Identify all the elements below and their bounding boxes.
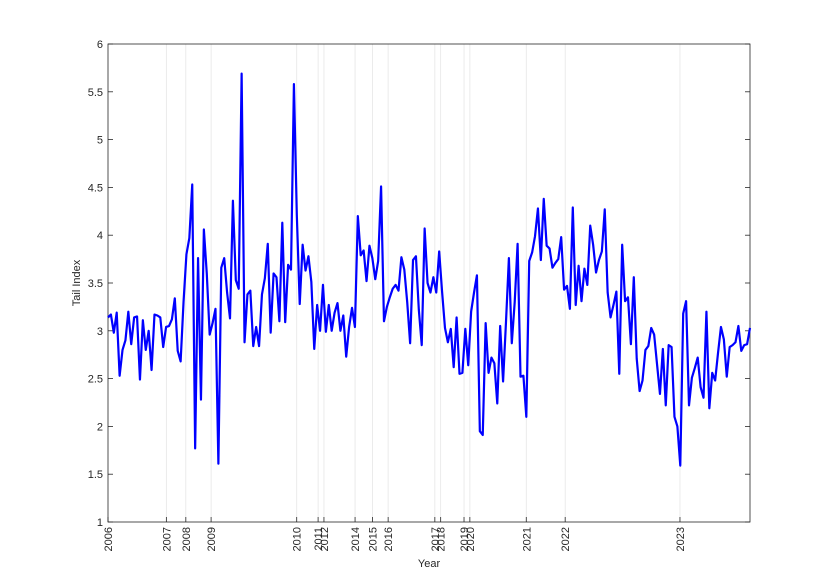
y-tick-label: 3 xyxy=(97,326,103,338)
y-tick-label: 4 xyxy=(97,230,103,242)
x-tick-label: 2022 xyxy=(560,527,572,551)
x-tick-label: 2020 xyxy=(465,527,477,551)
x-tick-label: 2010 xyxy=(292,527,304,551)
y-tick-label: 5.5 xyxy=(88,87,103,99)
x-tick-label: 2006 xyxy=(103,527,115,551)
y-tick-label: 6 xyxy=(97,39,103,51)
y-axis-label: Tail Index xyxy=(71,259,83,306)
y-axis-ticks: 1 1.5 2 2.5 3 3.5 4 4.5 5 5.5 6 xyxy=(88,39,750,529)
x-tick-label: 2012 xyxy=(319,527,331,551)
x-tick-label: 2014 xyxy=(350,527,362,551)
x-tick-label: 2017 xyxy=(430,527,442,551)
x-tick-label: 2015 xyxy=(368,527,380,551)
y-tick-label: 2 xyxy=(97,421,103,433)
vertical-gridlines xyxy=(165,44,681,522)
plot-frame xyxy=(107,43,751,523)
y-tick-label: 5 xyxy=(97,135,103,147)
y-tick-label: 2.5 xyxy=(88,374,103,386)
x-tick-label: 2009 xyxy=(206,527,218,551)
x-tick-label: 2016 xyxy=(383,527,395,551)
y-tick-label: 3.5 xyxy=(88,278,103,290)
x-tick-label: 2021 xyxy=(521,527,533,551)
tail-index-series-line xyxy=(107,72,752,467)
y-tick-label: 1 xyxy=(97,517,103,529)
x-tick-label: 2023 xyxy=(675,527,687,551)
x-axis-label: Year xyxy=(418,558,441,570)
x-tick-label: 2008 xyxy=(181,527,193,551)
x-tick-label: 2018 xyxy=(436,527,448,551)
x-tick-label: 2007 xyxy=(161,527,173,551)
x-tick-label: 2011 xyxy=(313,527,325,551)
y-tick-label: 4.5 xyxy=(88,182,103,194)
x-tick-label: 2019 xyxy=(459,527,471,551)
y-tick-label: 1.5 xyxy=(88,469,103,481)
